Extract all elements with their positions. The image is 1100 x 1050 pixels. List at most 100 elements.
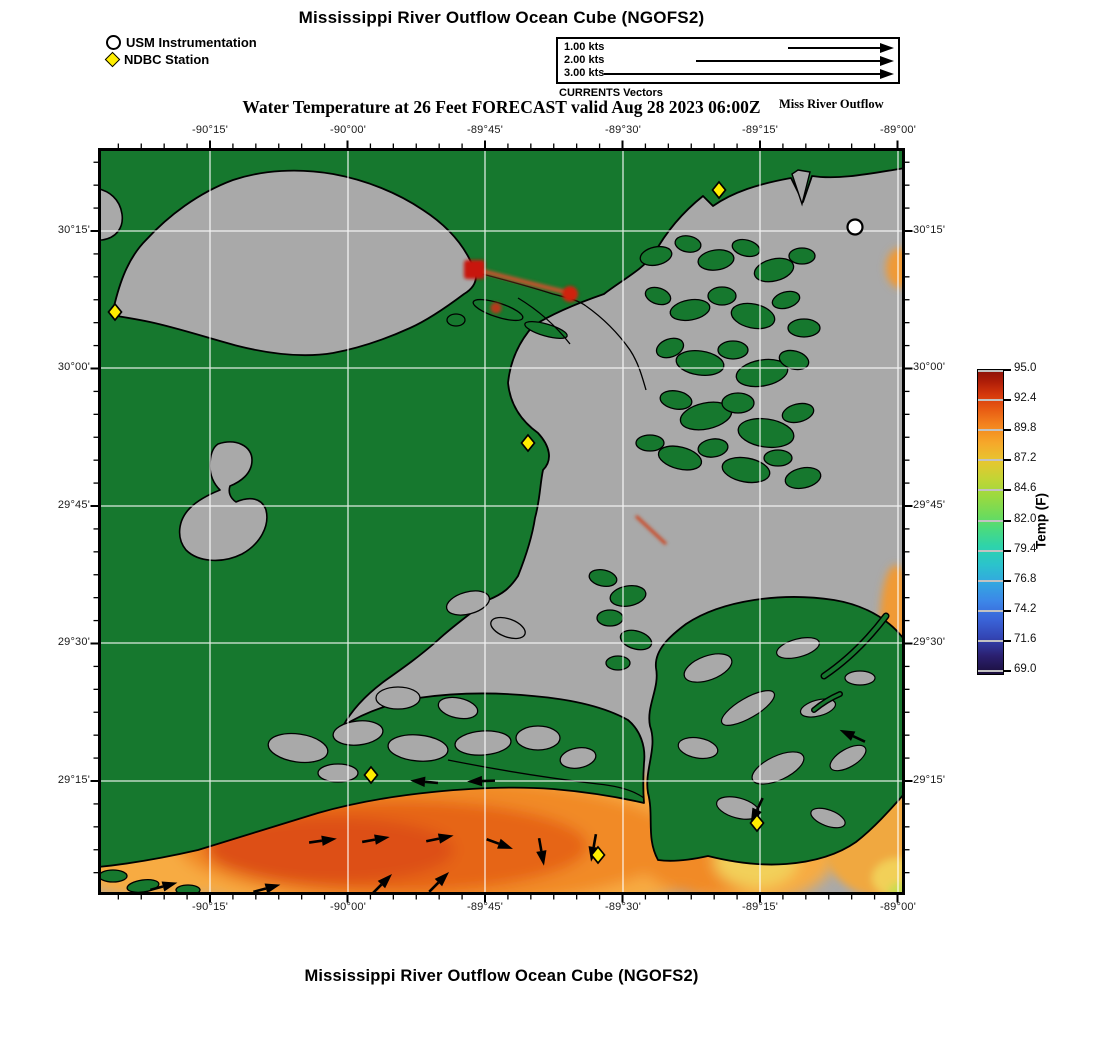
- usm-circle-icon: [106, 35, 121, 50]
- colorbar-tick-line: [978, 639, 1003, 642]
- current-arrow: [410, 776, 439, 788]
- colorbar-tick-label: 76.8: [1014, 572, 1037, 585]
- colorbar-tick-label: 95.0: [1014, 362, 1037, 374]
- current-arrow: [253, 883, 281, 894]
- colorbar-tick-label: 89.8: [1014, 422, 1037, 435]
- x-axis-label-top: -89°45': [466, 124, 504, 136]
- map-canvas: [90, 140, 913, 903]
- current-arrow: [425, 833, 454, 844]
- colorbar-tick-dash: [1004, 459, 1011, 462]
- temperature-colorbar: [977, 369, 1004, 675]
- vector-arrowhead-icon: [880, 68, 894, 79]
- legend-item-ndbc: NDBC Station: [104, 51, 257, 68]
- current-arrow: [839, 729, 866, 743]
- x-axis-label-bottom: -89°00': [879, 901, 917, 913]
- colorbar-tick-label: 82.0: [1014, 512, 1037, 525]
- y-axis-label-left: 29°30': [57, 636, 90, 648]
- usm-instrumentation-marker: [846, 218, 864, 236]
- vector-speed-label: 1.00 kts: [564, 41, 605, 53]
- y-axis-label-right: 29°15': [913, 774, 946, 786]
- x-axis-label-top: -90°15': [191, 124, 229, 136]
- colorbar-tick-dash: [1004, 549, 1011, 552]
- vector-scale-row: 2.00 kts: [558, 54, 898, 67]
- graticule-gridlines: [98, 148, 905, 895]
- y-axis-label-right: 30°00': [913, 361, 946, 373]
- vector-speed-label: 2.00 kts: [564, 54, 605, 66]
- hot-river-water: [464, 260, 668, 546]
- bay-st-louis: [791, 169, 811, 207]
- region-label: Miss River Outflow: [779, 97, 884, 111]
- ndbc-station-marker: [363, 765, 379, 785]
- currents-vector-caption: CURRENTS Vectors: [559, 87, 663, 99]
- y-axis-label-left: 30°15': [57, 224, 90, 236]
- x-axis-label-bottom: -90°15': [191, 901, 229, 913]
- current-arrow: [428, 871, 450, 893]
- vector-scale-line: [788, 42, 894, 53]
- x-axis-label-top: -89°00': [879, 124, 917, 136]
- currents-vector-scale-box: 1.00 kts 2.00 kts 3.00 kts: [556, 37, 900, 84]
- colorbar-tick-line: [978, 399, 1003, 402]
- footer-title: Mississippi River Outflow Ocean Cube (NG…: [304, 967, 699, 985]
- current-arrows-layer: [150, 729, 866, 895]
- colorbar-tick-line: [978, 429, 1003, 432]
- vector-scale-row: 1.00 kts: [558, 41, 898, 54]
- current-arrow: [308, 835, 337, 846]
- x-axis-label-top: -89°30': [604, 124, 642, 136]
- station-markers-layer: [107, 180, 864, 865]
- colorbar-tick-dash: [1004, 639, 1011, 642]
- y-axis-label-left: 30°00': [57, 361, 90, 373]
- forecast-subtitle: Water Temperature at 26 Feet FORECAST va…: [242, 97, 761, 117]
- current-arrow: [467, 775, 496, 787]
- x-axis-label-bottom: -89°15': [741, 901, 779, 913]
- colorbar-tick-label: 71.6: [1014, 632, 1037, 645]
- legend-label: USM Instrumentation: [126, 35, 257, 50]
- y-axis-label-left: 29°15': [57, 774, 90, 786]
- x-axis-label-bottom: -90°00': [329, 901, 367, 913]
- legend-item-usm: USM Instrumentation: [106, 34, 257, 51]
- current-arrow: [150, 881, 178, 892]
- colorbar-tick-line: [978, 519, 1003, 522]
- y-axis-label-right: 30°15': [913, 224, 946, 236]
- axis-ticks-layer: [90, 140, 913, 903]
- ndbc-station-marker: [107, 302, 123, 322]
- colorbar-tick-label: 87.2: [1014, 452, 1037, 465]
- colorbar-tick-line: [978, 579, 1003, 582]
- colorbar-tick-line: [978, 489, 1003, 492]
- ndbc-diamond-icon: [104, 51, 121, 68]
- y-axis-label-left: 29°45': [57, 499, 90, 511]
- legend-label: NDBC Station: [124, 52, 210, 67]
- map-frame: [98, 148, 905, 895]
- colorbar-tick-dash: [1004, 609, 1011, 612]
- colorbar-tick-dash: [1004, 369, 1011, 371]
- current-arrow: [486, 838, 513, 849]
- current-arrow: [361, 834, 390, 845]
- colorbar-tick-dash: [1004, 489, 1011, 492]
- colorbar-tick-line: [978, 549, 1003, 552]
- colorbar-tick-label: 92.4: [1014, 392, 1037, 405]
- colorbar-tick-label: 79.4: [1014, 542, 1037, 555]
- colorbar-tick-line: [978, 459, 1003, 462]
- colorbar-tick-line: [978, 370, 1003, 372]
- colorbar-tick-label: 69.0: [1014, 663, 1037, 675]
- chandeleur-islands: [811, 612, 890, 713]
- vector-speed-label: 3.00 kts: [564, 67, 605, 79]
- ndbc-station-marker: [520, 433, 536, 453]
- vector-arrowhead-icon: [880, 42, 894, 53]
- x-axis-label-bottom: -89°45': [466, 901, 504, 913]
- current-arrow: [536, 837, 547, 866]
- lake-maurepas: [98, 187, 124, 241]
- y-axis-label-right: 29°45': [913, 499, 946, 511]
- colorbar-tick-label: 74.2: [1014, 602, 1037, 615]
- y-axis-label-right: 29°30': [913, 636, 946, 648]
- map-area: [90, 140, 913, 903]
- lake-salvador: [178, 441, 268, 562]
- marsh-islands: [98, 235, 822, 895]
- vector-scale-line: [696, 55, 894, 66]
- vector-scale-line: [604, 68, 894, 79]
- x-axis-label-bottom: -89°30': [604, 901, 642, 913]
- colorbar-tick-dash: [1004, 579, 1011, 582]
- ndbc-station-marker: [749, 813, 765, 833]
- delta-marsh-lakes: [267, 590, 597, 783]
- vector-scale-row: 3.00 kts: [558, 67, 898, 80]
